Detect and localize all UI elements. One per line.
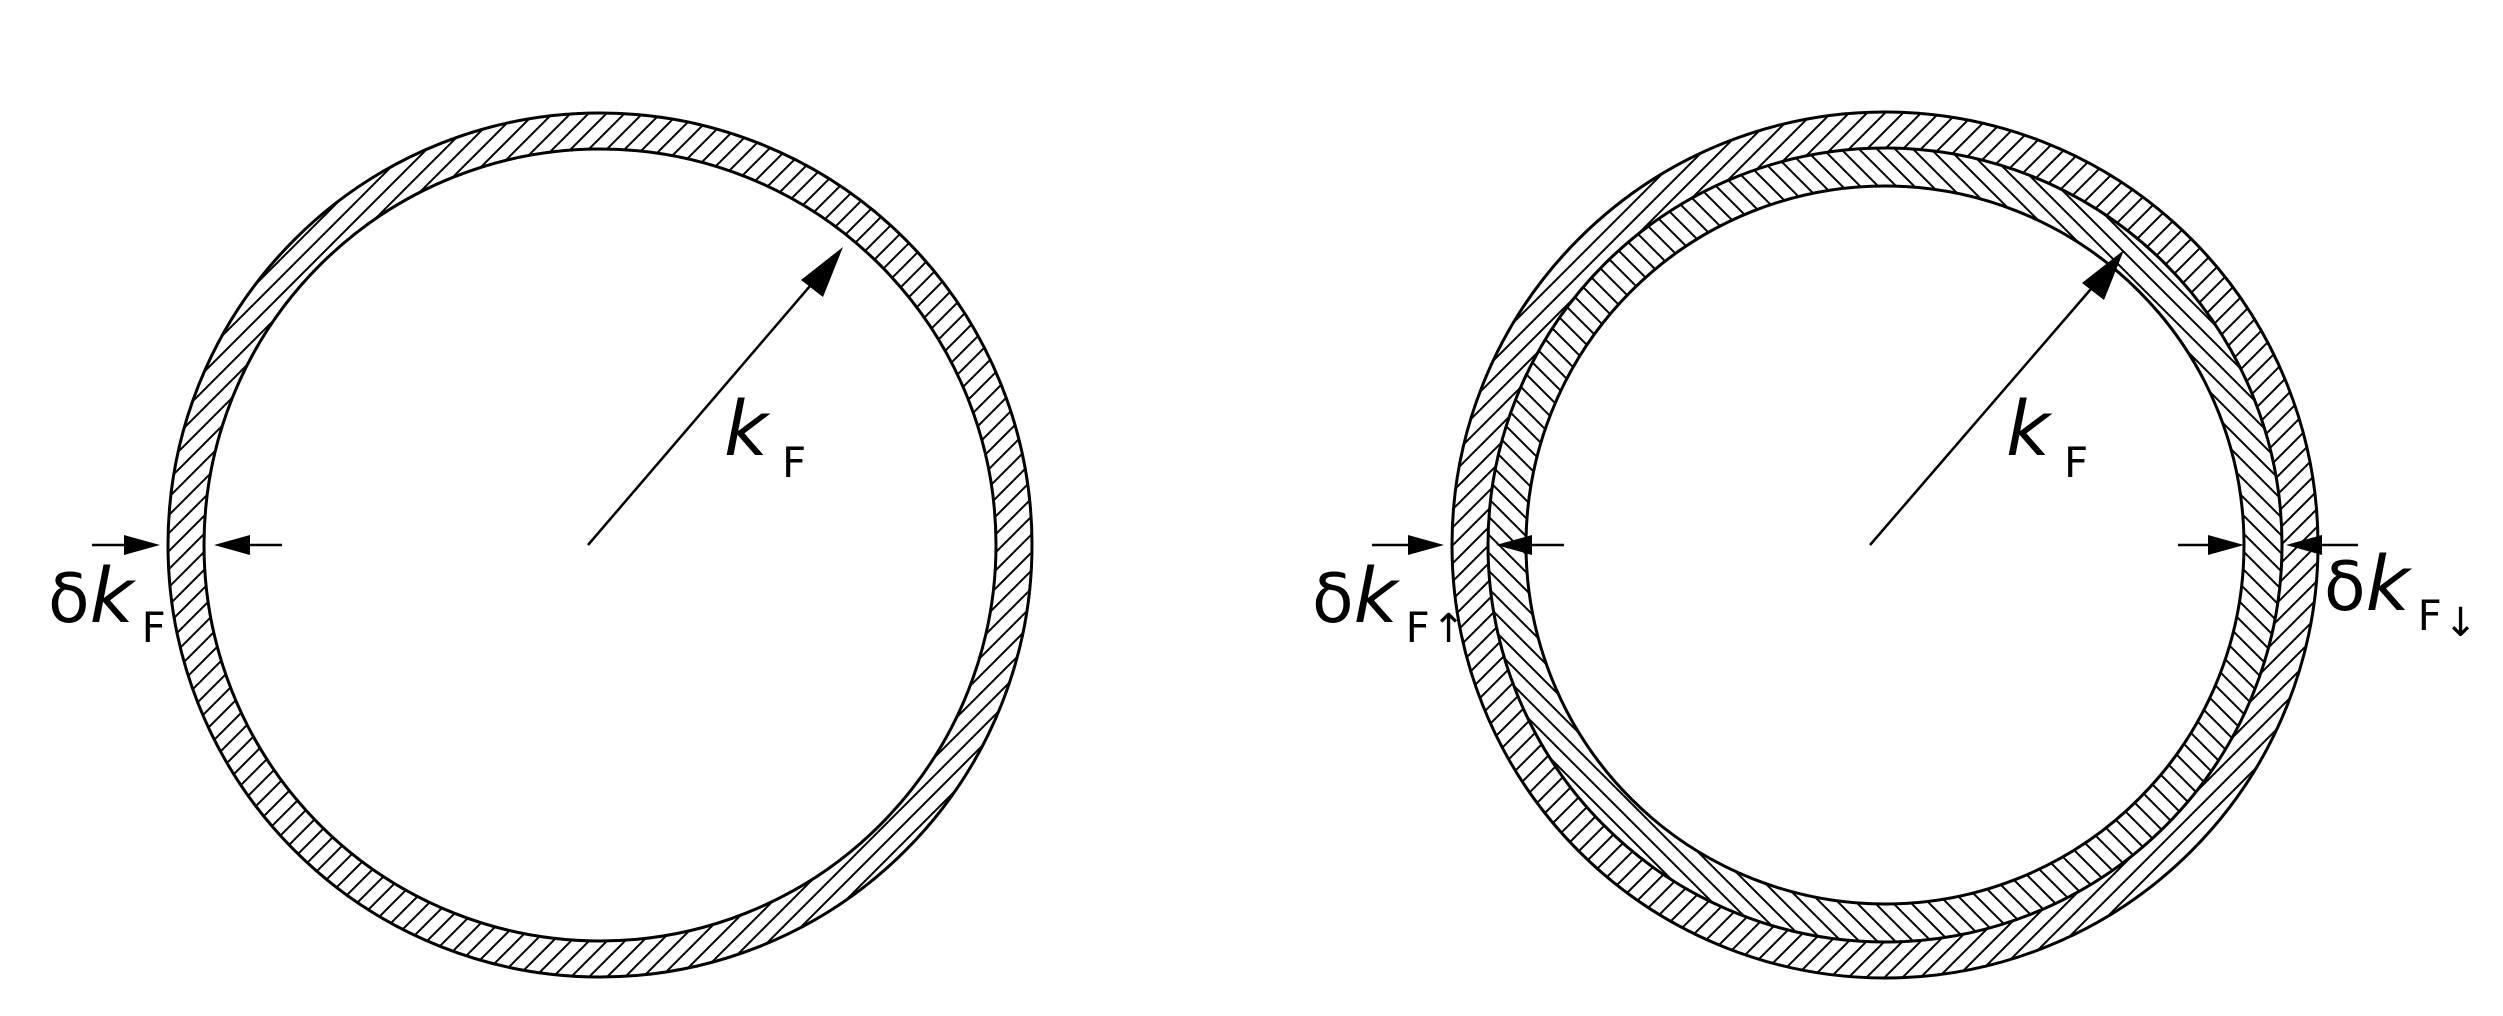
right-spin-down-arrow: ↓	[2444, 600, 2478, 646]
right-spin-down-shell-hatch	[1488, 148, 2282, 942]
right-spin-up-indicator	[1372, 535, 1564, 555]
right-spin-up-symbol: k	[1354, 551, 1401, 640]
right-spin-up-arrow: ↑	[1432, 606, 1466, 652]
left-radius-symbol: k	[724, 384, 771, 473]
left-thickness-subscript: F	[142, 603, 166, 652]
right-radius-symbol: k	[2006, 384, 2053, 473]
right-spin-up-subscript: F	[1406, 603, 1430, 652]
right-spin-up-delta: δ	[1312, 560, 1354, 639]
right-inner-circle	[1524, 184, 2246, 906]
left-radius-line	[587, 271, 823, 546]
left-shell-hatch	[168, 113, 1032, 977]
right-spin-down-subscript: F	[2418, 591, 2442, 640]
right-spin-up-label: δk F↑	[1312, 551, 1465, 652]
right-spin-down-label: δk F↓	[2324, 539, 2477, 646]
right-middle-circle	[1486, 146, 2284, 944]
right-spin-down-symbol: k	[2366, 539, 2413, 628]
right-radius-arrowhead	[2082, 250, 2124, 300]
left-radius-arrowhead	[801, 247, 843, 297]
right-radius-subscript: F	[2064, 438, 2088, 487]
left-thickness-label: δk F	[48, 551, 166, 652]
left-inner-circle	[202, 147, 998, 943]
right-radius-line	[1869, 274, 2104, 546]
right-spin-down-indicator	[2178, 535, 2358, 555]
left-thickness-delta: δ	[48, 560, 90, 639]
left-outer-circle	[166, 111, 1034, 979]
right-spin-down-delta: δ	[2324, 548, 2366, 627]
left-thickness-symbol: k	[90, 551, 137, 640]
left-thickness-indicator	[92, 535, 282, 555]
left-radius-subscript: F	[782, 438, 806, 487]
